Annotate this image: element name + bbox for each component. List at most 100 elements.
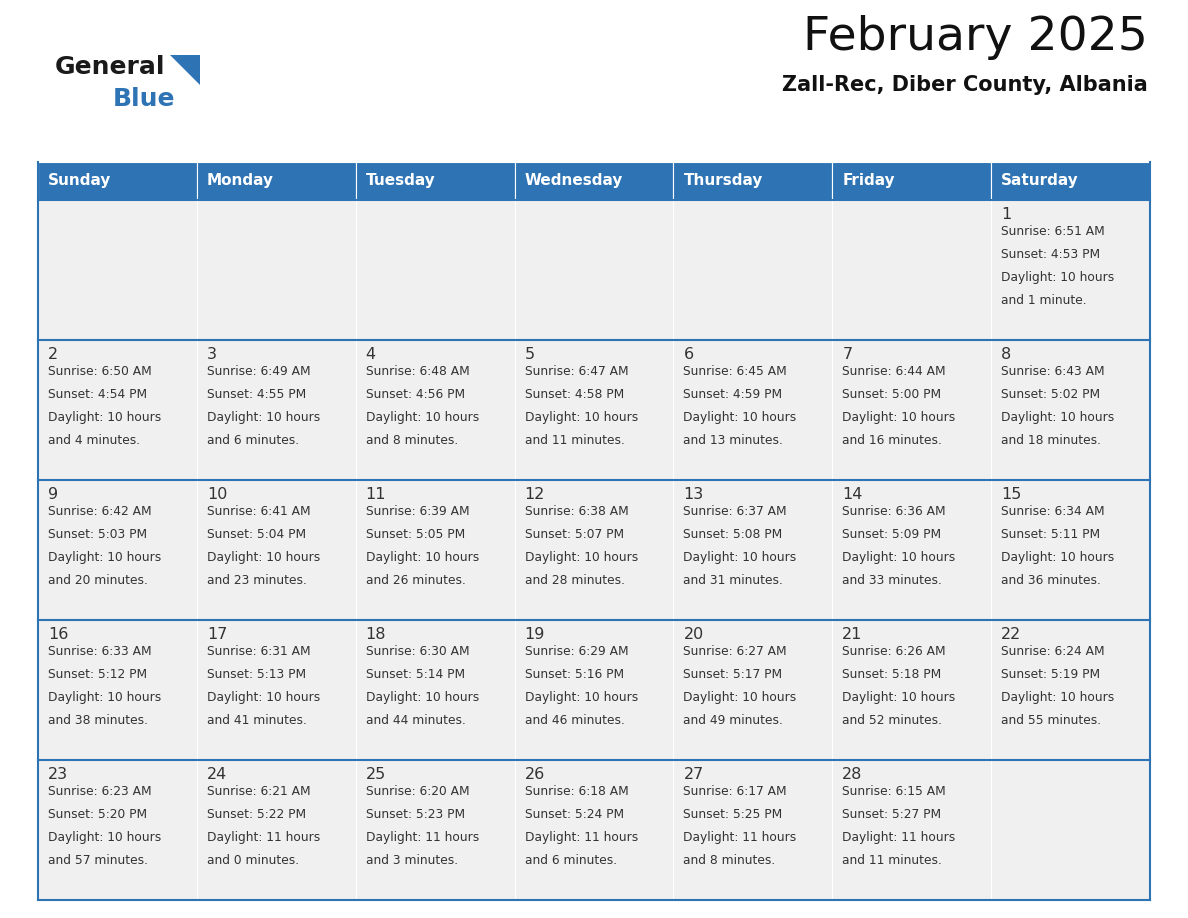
Text: Thursday: Thursday xyxy=(683,174,763,188)
Text: 5: 5 xyxy=(525,347,535,362)
Text: Sunrise: 6:39 AM: Sunrise: 6:39 AM xyxy=(366,505,469,518)
Text: 9: 9 xyxy=(48,487,58,502)
Text: 8: 8 xyxy=(1001,347,1011,362)
Text: Daylight: 10 hours: Daylight: 10 hours xyxy=(1001,411,1114,424)
Text: Daylight: 10 hours: Daylight: 10 hours xyxy=(1001,691,1114,704)
Text: 13: 13 xyxy=(683,487,703,502)
Text: Sunset: 5:02 PM: Sunset: 5:02 PM xyxy=(1001,388,1100,401)
Text: General: General xyxy=(55,55,165,79)
Text: Sunrise: 6:29 AM: Sunrise: 6:29 AM xyxy=(525,645,628,658)
Text: and 31 minutes.: and 31 minutes. xyxy=(683,575,783,588)
Text: Friday: Friday xyxy=(842,174,895,188)
Text: Monday: Monday xyxy=(207,174,274,188)
Text: Sunset: 4:53 PM: Sunset: 4:53 PM xyxy=(1001,248,1100,261)
Text: 20: 20 xyxy=(683,627,703,642)
Text: Daylight: 10 hours: Daylight: 10 hours xyxy=(48,691,162,704)
Bar xyxy=(197,162,355,200)
Text: Sunset: 5:13 PM: Sunset: 5:13 PM xyxy=(207,668,307,681)
Text: Daylight: 10 hours: Daylight: 10 hours xyxy=(366,411,479,424)
Bar xyxy=(514,620,674,760)
Text: Sunset: 5:12 PM: Sunset: 5:12 PM xyxy=(48,668,147,681)
Text: Daylight: 11 hours: Daylight: 11 hours xyxy=(366,831,479,845)
Text: Daylight: 10 hours: Daylight: 10 hours xyxy=(683,551,797,565)
Bar xyxy=(197,200,355,340)
Text: Sunrise: 6:45 AM: Sunrise: 6:45 AM xyxy=(683,365,788,378)
Text: 27: 27 xyxy=(683,767,703,782)
Text: Daylight: 10 hours: Daylight: 10 hours xyxy=(525,691,638,704)
Text: Sunrise: 6:50 AM: Sunrise: 6:50 AM xyxy=(48,365,152,378)
Text: 19: 19 xyxy=(525,627,545,642)
Bar xyxy=(674,620,833,760)
Text: Sunrise: 6:49 AM: Sunrise: 6:49 AM xyxy=(207,365,310,378)
Text: Sunset: 5:07 PM: Sunset: 5:07 PM xyxy=(525,528,624,541)
Text: Sunrise: 6:36 AM: Sunrise: 6:36 AM xyxy=(842,505,946,518)
Text: and 41 minutes.: and 41 minutes. xyxy=(207,714,307,727)
Text: Daylight: 10 hours: Daylight: 10 hours xyxy=(1001,551,1114,565)
Text: Sunrise: 6:23 AM: Sunrise: 6:23 AM xyxy=(48,785,152,798)
Text: and 49 minutes.: and 49 minutes. xyxy=(683,714,783,727)
Text: and 33 minutes.: and 33 minutes. xyxy=(842,575,942,588)
Text: and 52 minutes.: and 52 minutes. xyxy=(842,714,942,727)
Bar xyxy=(355,340,514,480)
Text: Sunday: Sunday xyxy=(48,174,112,188)
Text: Sunset: 5:00 PM: Sunset: 5:00 PM xyxy=(842,388,941,401)
Text: Sunrise: 6:21 AM: Sunrise: 6:21 AM xyxy=(207,785,310,798)
Text: 11: 11 xyxy=(366,487,386,502)
Text: Daylight: 10 hours: Daylight: 10 hours xyxy=(842,551,955,565)
Text: and 3 minutes.: and 3 minutes. xyxy=(366,855,457,868)
Text: Sunset: 4:54 PM: Sunset: 4:54 PM xyxy=(48,388,147,401)
Bar xyxy=(355,480,514,620)
Text: Daylight: 11 hours: Daylight: 11 hours xyxy=(683,831,797,845)
Text: Sunset: 5:11 PM: Sunset: 5:11 PM xyxy=(1001,528,1100,541)
Text: Sunset: 5:25 PM: Sunset: 5:25 PM xyxy=(683,808,783,821)
Bar xyxy=(674,162,833,200)
Text: and 1 minute.: and 1 minute. xyxy=(1001,295,1087,308)
Bar xyxy=(197,760,355,900)
Bar xyxy=(991,620,1150,760)
Bar xyxy=(674,200,833,340)
Text: and 36 minutes.: and 36 minutes. xyxy=(1001,575,1101,588)
Text: Daylight: 11 hours: Daylight: 11 hours xyxy=(525,831,638,845)
Text: and 8 minutes.: and 8 minutes. xyxy=(683,855,776,868)
Text: Tuesday: Tuesday xyxy=(366,174,436,188)
Bar xyxy=(514,200,674,340)
Bar xyxy=(38,480,197,620)
Text: Sunrise: 6:33 AM: Sunrise: 6:33 AM xyxy=(48,645,152,658)
Text: and 46 minutes.: and 46 minutes. xyxy=(525,714,625,727)
Text: Sunrise: 6:27 AM: Sunrise: 6:27 AM xyxy=(683,645,788,658)
Text: Sunset: 5:24 PM: Sunset: 5:24 PM xyxy=(525,808,624,821)
Text: Daylight: 10 hours: Daylight: 10 hours xyxy=(525,411,638,424)
Text: Daylight: 10 hours: Daylight: 10 hours xyxy=(207,551,320,565)
Text: Sunset: 5:27 PM: Sunset: 5:27 PM xyxy=(842,808,941,821)
Text: Sunrise: 6:30 AM: Sunrise: 6:30 AM xyxy=(366,645,469,658)
Text: and 8 minutes.: and 8 minutes. xyxy=(366,434,457,447)
Text: Sunset: 4:59 PM: Sunset: 4:59 PM xyxy=(683,388,783,401)
Bar xyxy=(833,162,991,200)
Text: Daylight: 10 hours: Daylight: 10 hours xyxy=(842,691,955,704)
Bar xyxy=(197,480,355,620)
Text: Sunrise: 6:48 AM: Sunrise: 6:48 AM xyxy=(366,365,469,378)
Text: Sunrise: 6:38 AM: Sunrise: 6:38 AM xyxy=(525,505,628,518)
Bar xyxy=(514,480,674,620)
Text: Sunset: 5:14 PM: Sunset: 5:14 PM xyxy=(366,668,465,681)
Text: Daylight: 10 hours: Daylight: 10 hours xyxy=(1001,271,1114,285)
Text: Sunrise: 6:18 AM: Sunrise: 6:18 AM xyxy=(525,785,628,798)
Text: 1: 1 xyxy=(1001,207,1011,222)
Bar xyxy=(38,760,197,900)
Text: and 26 minutes.: and 26 minutes. xyxy=(366,575,466,588)
Bar xyxy=(355,620,514,760)
Text: Sunrise: 6:41 AM: Sunrise: 6:41 AM xyxy=(207,505,310,518)
Text: and 28 minutes.: and 28 minutes. xyxy=(525,575,625,588)
Text: Daylight: 11 hours: Daylight: 11 hours xyxy=(842,831,955,845)
Text: 16: 16 xyxy=(48,627,69,642)
Text: Sunset: 5:19 PM: Sunset: 5:19 PM xyxy=(1001,668,1100,681)
Text: and 13 minutes.: and 13 minutes. xyxy=(683,434,783,447)
Bar xyxy=(674,760,833,900)
Bar xyxy=(674,340,833,480)
Text: 23: 23 xyxy=(48,767,68,782)
Text: 10: 10 xyxy=(207,487,227,502)
Bar xyxy=(991,480,1150,620)
Text: Sunrise: 6:24 AM: Sunrise: 6:24 AM xyxy=(1001,645,1105,658)
Text: and 11 minutes.: and 11 minutes. xyxy=(842,855,942,868)
Text: Daylight: 10 hours: Daylight: 10 hours xyxy=(525,551,638,565)
